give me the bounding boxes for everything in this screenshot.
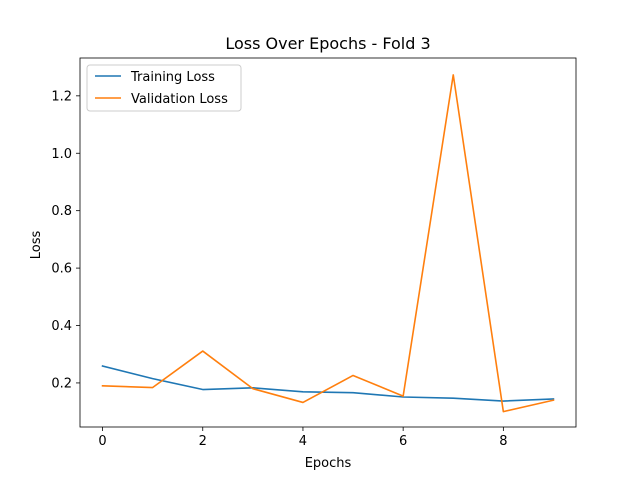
- x-tick-label: 0: [98, 434, 106, 449]
- series-line-training-loss: [101, 365, 555, 402]
- series-line-validation-loss: [101, 74, 555, 413]
- x-tick-label: 2: [199, 434, 207, 449]
- legend-label-training-loss: Training Loss: [130, 70, 215, 85]
- series-lines: [101, 74, 555, 413]
- x-tick-label: 8: [499, 434, 507, 449]
- y-tick-label: 0.4: [51, 319, 72, 334]
- y-axis-ticks: 0.2 0.4 0.6 0.8 1.0 1.2: [51, 89, 80, 391]
- y-tick-label: 1.2: [51, 89, 72, 104]
- legend-label-validation-loss: Validation Loss: [131, 92, 228, 107]
- y-tick-label: 0.6: [51, 262, 72, 277]
- y-tick-label: 0.8: [51, 204, 72, 219]
- x-tick-label: 6: [399, 434, 407, 449]
- legend: Training Loss Validation Loss: [86, 64, 242, 112]
- y-tick-label: 1.0: [51, 147, 72, 162]
- x-axis-ticks: 0 2 4 6 8: [98, 427, 507, 449]
- x-axis-label: Epochs: [305, 456, 352, 471]
- chart-title: Loss Over Epochs - Fold 3: [225, 34, 430, 53]
- plot-frame: [79, 57, 577, 428]
- legend-box: [86, 64, 242, 112]
- x-tick-label: 4: [299, 434, 307, 449]
- y-tick-label: 0.2: [51, 376, 72, 391]
- y-axis-label: Loss: [29, 231, 44, 260]
